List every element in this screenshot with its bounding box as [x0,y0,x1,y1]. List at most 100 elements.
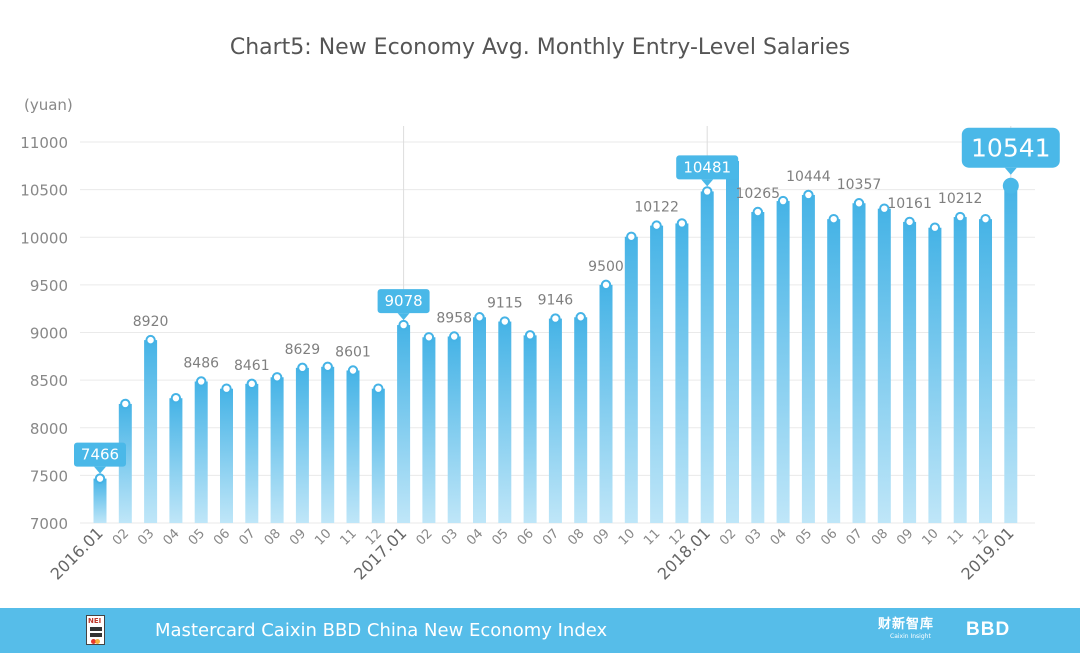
bar-top-marker [676,218,688,229]
data-label: 8461 [234,358,270,374]
data-label: 9146 [538,293,574,309]
x-tick-label: 03 [135,526,157,548]
x-tick-label: 10 [919,526,941,548]
bar [548,318,562,523]
x-tick-label: 07 [844,526,866,548]
bar [877,208,891,524]
callout-box [961,127,1060,168]
callout-pointer [94,466,106,474]
bar [650,225,664,523]
bar [295,367,309,523]
bar [523,335,537,523]
x-tick-label: 04 [768,526,790,548]
bar-top-marker [524,330,536,341]
x-tick-label: 11 [945,526,967,548]
data-label: 8629 [285,342,321,358]
bar [979,219,992,523]
bar [801,194,815,524]
data-label: 10265 [736,186,781,202]
x-tick-label: 09 [894,526,916,548]
data-label: 10122 [634,200,679,216]
x-tick-label: 03 [742,526,764,548]
bar [852,203,866,524]
x-tick-label: 05 [793,526,815,548]
data-label: 9115 [487,296,523,312]
bar-top-marker [271,372,283,383]
footer-bar: NEI Mastercard Caixin BBD China New Econ… [0,608,1080,653]
bar-top-marker [94,473,106,484]
y-tick-label: 7000 [30,515,68,533]
x-tick-label: 04 [464,526,486,548]
bar [422,337,436,523]
y-tick-label: 11000 [20,134,68,152]
callout-pointer [701,179,714,187]
bar-top-marker [170,393,182,404]
bar-top-marker [651,220,662,231]
bar [903,221,917,524]
bar-top-marker [423,332,435,343]
bar [447,336,461,523]
bar-top-marker [1002,177,1019,194]
y-tick-label: 8000 [30,420,68,438]
bar [624,236,638,523]
bar-top-marker [550,313,561,324]
y-axis-unit-label: (yuan) [24,96,73,114]
bar-top-marker [777,195,789,207]
y-tick-label: 9500 [30,277,68,295]
data-label: 8486 [183,355,219,371]
bar-top-marker [575,312,586,323]
callout-pointer [397,313,410,321]
y-tick-label: 7500 [30,467,68,485]
bar-top-marker [347,365,359,376]
x-tick-label: 02 [110,526,132,548]
bar-top-marker [398,319,409,331]
bar-top-marker [221,383,232,394]
bar-top-marker [600,279,612,291]
callout-box [676,155,739,180]
bar [321,366,335,523]
bar [371,388,385,523]
x-tick-label: 06 [818,526,840,548]
bar-top-marker [752,206,763,218]
bar-top-marker [145,334,156,346]
x-tick-label: 09 [591,526,613,548]
bar-top-marker [246,378,258,390]
bar [194,381,208,523]
bar-top-marker [297,362,308,374]
x-tick-label: 09 [287,526,309,548]
bar [245,383,259,523]
bar-top-marker [879,203,890,214]
y-tick-label: 10000 [20,229,68,247]
y-axis-ticks: 7000 7500 8000 8500 9000 9500 10000 10500 11000 [20,134,68,533]
bar [1004,185,1018,523]
bar-top-marker [626,231,637,242]
data-label: 8601 [335,345,371,361]
data-label: 10444 [786,169,831,185]
callout-box [377,289,430,314]
salary-bar-chart: Chart5: New Economy Avg. Monthly Entry-L… [20,35,1060,584]
bar [751,212,765,524]
bar [144,340,158,523]
bar [473,317,486,523]
x-tick-label: 03 [439,526,461,548]
data-label: 10212 [938,191,983,207]
x-tick-label: 05 [186,526,208,548]
bar-top-marker [955,211,966,223]
bar [726,161,739,524]
bar [776,201,790,523]
bar-top-marker [449,331,460,342]
bar [498,321,512,523]
y-tick-label: 8500 [30,372,68,390]
x-tick-label: 02 [717,526,739,548]
x-tick-label: 05 [489,526,511,548]
bar [574,317,588,523]
x-tick-label: 08 [869,526,891,548]
x-tick-label: 11 [338,526,360,548]
bar-top-marker [929,222,941,233]
x-tick-label: 11 [641,526,663,548]
x-tick-label: 04 [160,526,182,548]
bar-top-marker [828,213,839,225]
bar-top-marker [904,216,915,228]
x-tick-label: 06 [211,526,233,548]
